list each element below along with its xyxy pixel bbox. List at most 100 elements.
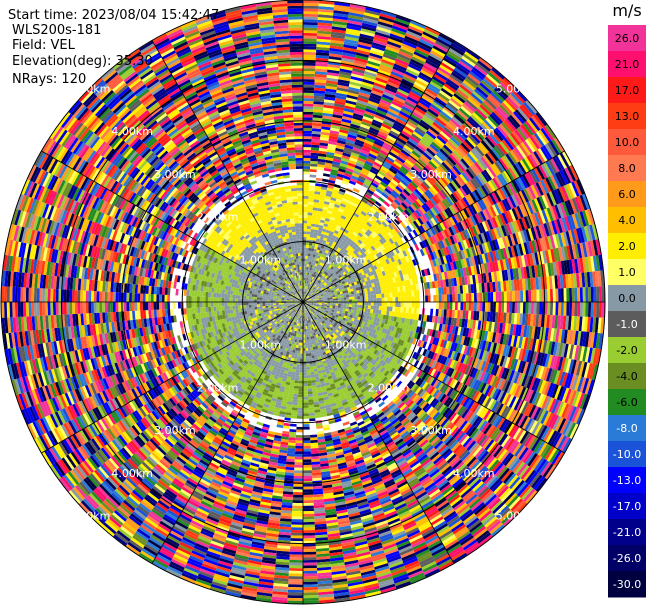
gate-cell [382, 302, 385, 306]
gate-cell [346, 304, 349, 307]
gate-cell [566, 288, 569, 302]
gate-cell [309, 191, 315, 194]
gate-cell [352, 302, 355, 305]
gate-cell [441, 309, 444, 317]
gate-cell [304, 272, 306, 275]
gate-cell [580, 287, 583, 302]
gate-cell [303, 172, 310, 175]
gate-cell [303, 109, 313, 112]
gate-cell [450, 302, 453, 310]
gate-cell [354, 294, 357, 297]
gate-cell [577, 288, 580, 303]
gate-cell [303, 223, 307, 226]
gate-cell [471, 302, 474, 311]
gate-cell [303, 131, 312, 134]
gate-cell [433, 295, 436, 302]
gate-cell [553, 302, 556, 315]
gate-cell [305, 253, 308, 256]
gate-cell [303, 125, 312, 128]
gate-cell [447, 294, 450, 302]
gate-cell [308, 202, 313, 205]
gate-cell [488, 302, 491, 312]
gate-cell [414, 290, 417, 296]
gate-cell [474, 293, 477, 302]
gate-cell [392, 292, 395, 297]
gate-cell [588, 287, 591, 302]
gate-cell [580, 302, 583, 317]
gate-cell [591, 302, 594, 317]
gate-cell [466, 302, 469, 311]
gate-cell [501, 292, 504, 303]
gate-cell [411, 308, 414, 314]
gate-cell [376, 294, 379, 298]
gate-cell [303, 90, 314, 93]
gate-cell [368, 305, 371, 309]
gate-cell [534, 302, 537, 314]
gate-cell [390, 293, 393, 298]
gate-cell [303, 177, 310, 180]
gate-cell [360, 302, 363, 305]
gate-cell [306, 234, 310, 237]
gate-cell [498, 302, 501, 312]
gate-cell [520, 291, 523, 303]
gate-cell [341, 296, 344, 298]
gate-cell [303, 204, 308, 207]
gate-cell [310, 234, 314, 237]
gate-cell [564, 302, 567, 316]
gate-cell [417, 302, 420, 308]
gate-cell [395, 307, 398, 312]
gate-cell [504, 302, 507, 313]
gate-cell [354, 305, 357, 308]
gate-cell [308, 196, 314, 199]
gate-cell [371, 298, 374, 302]
gate-cell [303, 128, 312, 131]
gate-cell [357, 302, 360, 305]
gate-cell [376, 290, 379, 294]
gate-cell [387, 306, 390, 311]
gate-cell [357, 293, 360, 296]
gate-cell [307, 259, 310, 262]
gate-cell [360, 305, 363, 308]
gate-cell [428, 295, 431, 302]
gate-cell [308, 248, 311, 251]
gate-cell [390, 297, 393, 302]
gate-cell [531, 290, 534, 302]
gate-cell [327, 299, 330, 301]
gate-cell [488, 292, 491, 302]
gate-cell [303, 17, 318, 20]
gate-cell [387, 302, 390, 307]
gate-cell [338, 304, 341, 306]
gate-cell [523, 290, 526, 302]
gate-cell [436, 302, 439, 309]
gate-cell [303, 87, 314, 90]
gate-cell [365, 305, 368, 309]
gate-cell [303, 218, 307, 221]
gate-cell [303, 22, 318, 25]
gate-cell [343, 295, 346, 298]
gate-cell [569, 302, 572, 316]
gate-cell [441, 302, 444, 309]
gate-cell [303, 199, 308, 202]
gate-cell [354, 307, 357, 310]
gate-cell [585, 302, 588, 317]
gate-cell [303, 104, 313, 107]
gate-cell [333, 299, 336, 301]
gate-cell [574, 302, 577, 316]
gate-cell [357, 296, 360, 299]
gate-cell [303, 44, 317, 47]
gate-cell [379, 306, 382, 310]
gate-cell [344, 304, 347, 306]
gate-cell [303, 115, 313, 118]
gate-cell [408, 291, 411, 297]
gate-cell [370, 291, 373, 295]
gate-cell [411, 290, 414, 296]
gate-cell [569, 288, 572, 302]
gate-cell [303, 74, 315, 77]
gate-cell [303, 11, 318, 14]
gate-cell [308, 210, 313, 213]
gate-cell [583, 287, 586, 302]
gate-cell [496, 302, 499, 312]
gate-cell [477, 293, 480, 302]
gate-cell [469, 302, 472, 311]
gate-cell [515, 291, 518, 302]
